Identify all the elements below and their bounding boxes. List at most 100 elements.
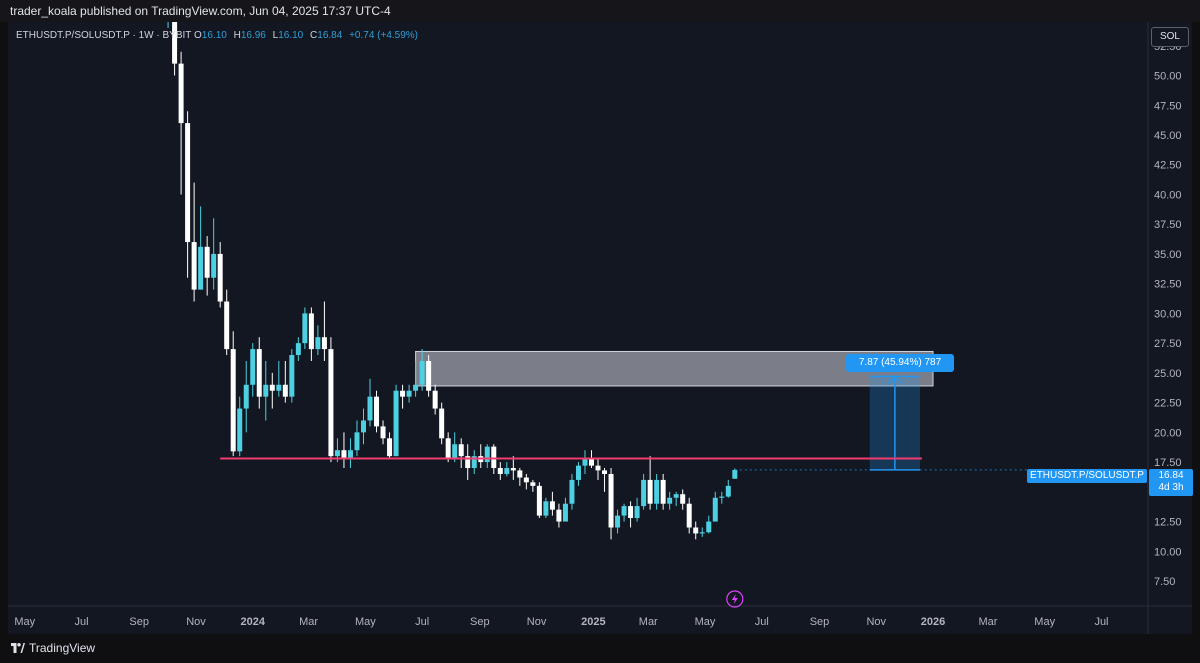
candle-body[interactable] — [569, 479, 575, 504]
candle-body[interactable] — [608, 473, 614, 528]
candle-body[interactable] — [497, 468, 503, 474]
candle-body[interactable] — [243, 384, 249, 409]
y-tick-label: 35.00 — [1154, 249, 1182, 261]
candle-body[interactable] — [439, 408, 445, 439]
candle-body[interactable] — [725, 485, 731, 497]
candle-body[interactable] — [295, 343, 301, 356]
candle-body[interactable] — [549, 501, 555, 510]
candle-body[interactable] — [673, 494, 679, 498]
candle-body[interactable] — [465, 456, 471, 469]
candle-body[interactable] — [543, 501, 549, 516]
candle-body[interactable] — [536, 485, 542, 516]
candle-body[interactable] — [686, 503, 692, 528]
candle-body[interactable] — [595, 465, 601, 471]
top-bar — [0, 0, 1200, 22]
candle-body[interactable] — [276, 384, 282, 391]
candle-body[interactable] — [204, 246, 210, 278]
candle-body[interactable] — [211, 253, 217, 278]
candle-body[interactable] — [360, 420, 366, 433]
candle-body[interactable] — [269, 384, 275, 391]
candle-body[interactable] — [185, 123, 191, 243]
candle-body[interactable] — [458, 444, 464, 457]
candle-body[interactable] — [641, 479, 647, 507]
candle-body[interactable] — [406, 390, 412, 397]
price-chart[interactable]: 7.5010.0012.5015.0017.5020.0022.5025.002… — [8, 22, 1192, 634]
legend-symbol[interactable]: ETHUSDT.P/SOLUSDT.P · 1W · BYBIT — [16, 30, 192, 41]
candle-body[interactable] — [328, 349, 334, 457]
scale-currency-button[interactable]: SOL — [1151, 27, 1189, 47]
candle-body[interactable] — [198, 246, 204, 290]
y-tick-label: 7.50 — [1154, 576, 1175, 588]
candle-body[interactable] — [693, 527, 699, 534]
candle-body[interactable] — [719, 496, 725, 498]
candle-body[interactable] — [510, 468, 516, 471]
candle-body[interactable] — [530, 482, 536, 486]
y-tick-label: 47.50 — [1154, 100, 1182, 112]
candle-body[interactable] — [334, 450, 340, 457]
candle-body[interactable] — [308, 313, 314, 350]
candle-body[interactable] — [588, 458, 594, 466]
candle-body[interactable] — [732, 469, 738, 479]
candle-body[interactable] — [491, 446, 497, 469]
candle-body[interactable] — [471, 456, 477, 469]
candle-body[interactable] — [367, 396, 373, 421]
candle-body[interactable] — [224, 301, 230, 350]
brand-name[interactable]: TradingView — [29, 641, 96, 655]
candle-body[interactable] — [523, 477, 529, 483]
candle-body[interactable] — [556, 509, 562, 522]
candle-body[interactable] — [582, 458, 588, 466]
candle-body[interactable] — [628, 506, 634, 518]
candle-body[interactable] — [575, 465, 581, 480]
candle-body[interactable] — [178, 63, 184, 124]
candle-body[interactable] — [191, 242, 197, 290]
candle-body[interactable] — [347, 450, 353, 459]
candle-body[interactable] — [602, 470, 608, 474]
candle-body[interactable] — [413, 384, 419, 391]
candle-body[interactable] — [393, 390, 399, 457]
candle-body[interactable] — [699, 532, 705, 534]
x-tick-label: Nov — [186, 616, 206, 628]
measure-label[interactable]: 7.87 (45.94%) 787 — [846, 354, 954, 372]
candle-body[interactable] — [250, 349, 256, 385]
y-tick-label: 50.00 — [1154, 71, 1182, 83]
candle-body[interactable] — [380, 426, 386, 439]
candle-body[interactable] — [172, 22, 178, 64]
candle-body[interactable] — [712, 497, 718, 522]
candle-body[interactable] — [647, 479, 653, 504]
candle-body[interactable] — [387, 438, 393, 457]
candle-body[interactable] — [504, 468, 510, 474]
candle-body[interactable] — [341, 450, 347, 459]
candle-body[interactable] — [680, 494, 686, 504]
candle-body[interactable] — [302, 313, 308, 344]
candle-body[interactable] — [282, 384, 288, 397]
candle-body[interactable] — [484, 446, 490, 463]
candle-body[interactable] — [217, 253, 223, 302]
candle-body[interactable] — [445, 438, 451, 459]
candle-body[interactable] — [562, 503, 568, 522]
candle-body[interactable] — [432, 390, 438, 409]
candle-body[interactable] — [256, 349, 262, 397]
candle-body[interactable] — [321, 337, 327, 350]
candle-body[interactable] — [400, 390, 406, 397]
candle-body[interactable] — [654, 479, 660, 504]
candle-body[interactable] — [615, 515, 621, 528]
candle-body[interactable] — [426, 360, 432, 391]
candle-body[interactable] — [263, 384, 269, 397]
candle-body[interactable] — [667, 497, 673, 504]
candle-body[interactable] — [419, 360, 425, 385]
event-marker-icon[interactable] — [726, 590, 744, 608]
candle-body[interactable] — [237, 408, 243, 452]
candle-body[interactable] — [660, 479, 666, 504]
candle-body[interactable] — [621, 506, 627, 516]
candle-body[interactable] — [706, 521, 712, 533]
candle-body[interactable] — [289, 355, 295, 397]
candle-body[interactable] — [634, 506, 640, 518]
candle-body[interactable] — [230, 349, 236, 452]
candle-body[interactable] — [452, 444, 458, 459]
last-price-value: 16.84 — [1158, 470, 1184, 481]
candle-body[interactable] — [374, 396, 380, 427]
candle-body[interactable] — [315, 337, 321, 350]
measure-arrow-head — [887, 375, 903, 384]
candle-body[interactable] — [517, 470, 523, 478]
candle-body[interactable] — [354, 432, 360, 451]
